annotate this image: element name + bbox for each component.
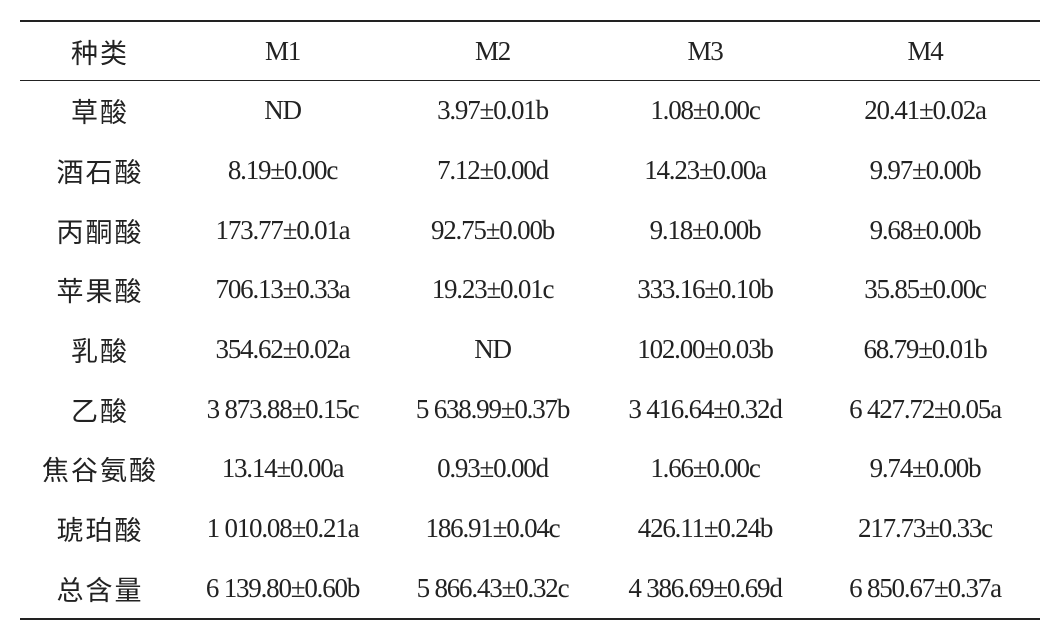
table-cell: 1.66±0.00c [650,453,761,484]
table-cell: 3 416.64±0.32d [628,393,782,424]
table-row: 丙酮酸 173.77±0.01a 92.75±0.00b 9.18±0.00b 9.68… [20,200,1040,260]
table-cell: 1.08±0.00c [650,95,761,126]
table-cell: 333.16±0.10b [637,274,774,305]
table-cell: 8.19±0.00c [227,155,339,186]
row-label: 草酸 [71,98,129,129]
table-row: 苹果酸 706.13±0.33a 19.23±0.01c 333.16±0.10b 35… [20,260,1040,320]
table-row: 乳酸 354.62±0.02a ND 102.00±0.03b 68.79±0.01b [20,320,1040,380]
table-cell: 9.68±0.00b [869,214,982,245]
row-label: 总含量 [56,575,144,606]
table-cell: 19.23±0.01c [431,274,555,305]
table-row: 酒石酸 8.19±0.00c 7.12±0.00d 14.23±0.00a 9.97±0… [20,141,1040,201]
row-label: 苹果酸 [56,277,144,308]
table-cell: ND [264,95,302,126]
table-cell: 354.62±0.02a [215,334,351,365]
header-cell: M2 [385,21,600,81]
table-cell: 5 866.43±0.32c [416,572,570,603]
row-label: 丙酮酸 [56,217,144,248]
row-label: 酒石酸 [56,158,144,189]
table-cell: 92.75±0.00b [430,214,555,245]
header-row: 种类 M1 M2 M3 M4 [20,21,1040,81]
table-cell: 35.85±0.00c [864,274,987,305]
table-cell: 6 139.80±0.60b [205,572,360,603]
table-row: 琥珀酸 1 010.08±0.21a 186.91±0.04c 426.11±0.24… [20,499,1040,559]
header-cell: M3 [600,21,810,81]
table-cell: 7.12±0.00d [437,155,549,186]
header-cell: M1 [180,21,385,81]
table-cell: 6 427.72±0.05a [849,393,1002,424]
table-cell: 3 873.88±0.15c [206,393,360,424]
table-row: 乙酸 3 873.88±0.15c 5 638.99±0.37b 3 416.64±0… [20,379,1040,439]
table-cell: 0.93±0.00d [437,453,549,484]
row-label: 乳酸 [71,337,129,368]
table-cell: 13.14±0.00a [221,453,345,484]
table-header: 种类 M1 M2 M3 M4 [20,21,1040,81]
table-cell: 6 850.67±0.37a [849,572,1002,603]
row-label: 乙酸 [71,396,129,427]
table-cell: 9.74±0.00b [869,453,982,484]
table-cell: 217.73±0.33c [858,513,993,544]
table-row: 总含量 6 139.80±0.60b 5 866.43±0.32c 4 386.69±… [20,559,1040,620]
table-row: 焦谷氨酸 13.14±0.00a 0.93±0.00d 1.66±0.00c 9.74±… [20,439,1040,499]
table-cell: 426.11±0.24b [637,513,774,544]
table-cell: ND [474,334,512,365]
data-table: 种类 M1 M2 M3 M4 草酸 ND 3.97±0.01b 1.08±0.00c 20.41… [20,20,1040,621]
table-cell: 173.77±0.01a [215,214,351,245]
table-cell: 186.91±0.04c [425,513,561,544]
table-cell: 3.97±0.01b [437,95,549,126]
table-cell: 706.13±0.33a [215,274,351,305]
row-label: 焦谷氨酸 [42,456,158,487]
header-cell: 种类 [20,21,180,81]
table-cell: 68.79±0.01b [863,334,987,365]
table-cell: 9.18±0.00b [649,214,762,245]
table-cell: 5 638.99±0.37b [415,393,570,424]
table-cell: 4 386.69±0.69d [628,572,782,603]
table-body: 草酸 ND 3.97±0.01b 1.08±0.00c 20.41±0.02a 酒石酸 8.… [20,81,1040,620]
table-cell: 9.97±0.00b [869,155,982,186]
table-cell: 14.23±0.00a [644,155,767,186]
header-cell: M4 [810,21,1040,81]
table-cell: 1 010.08±0.21a [206,513,360,544]
row-label: 琥珀酸 [56,516,144,547]
table-cell: 20.41±0.02a [864,95,987,126]
table-cell: 102.00±0.03b [637,334,774,365]
table-row: 草酸 ND 3.97±0.01b 1.08±0.00c 20.41±0.02a [20,81,1040,141]
